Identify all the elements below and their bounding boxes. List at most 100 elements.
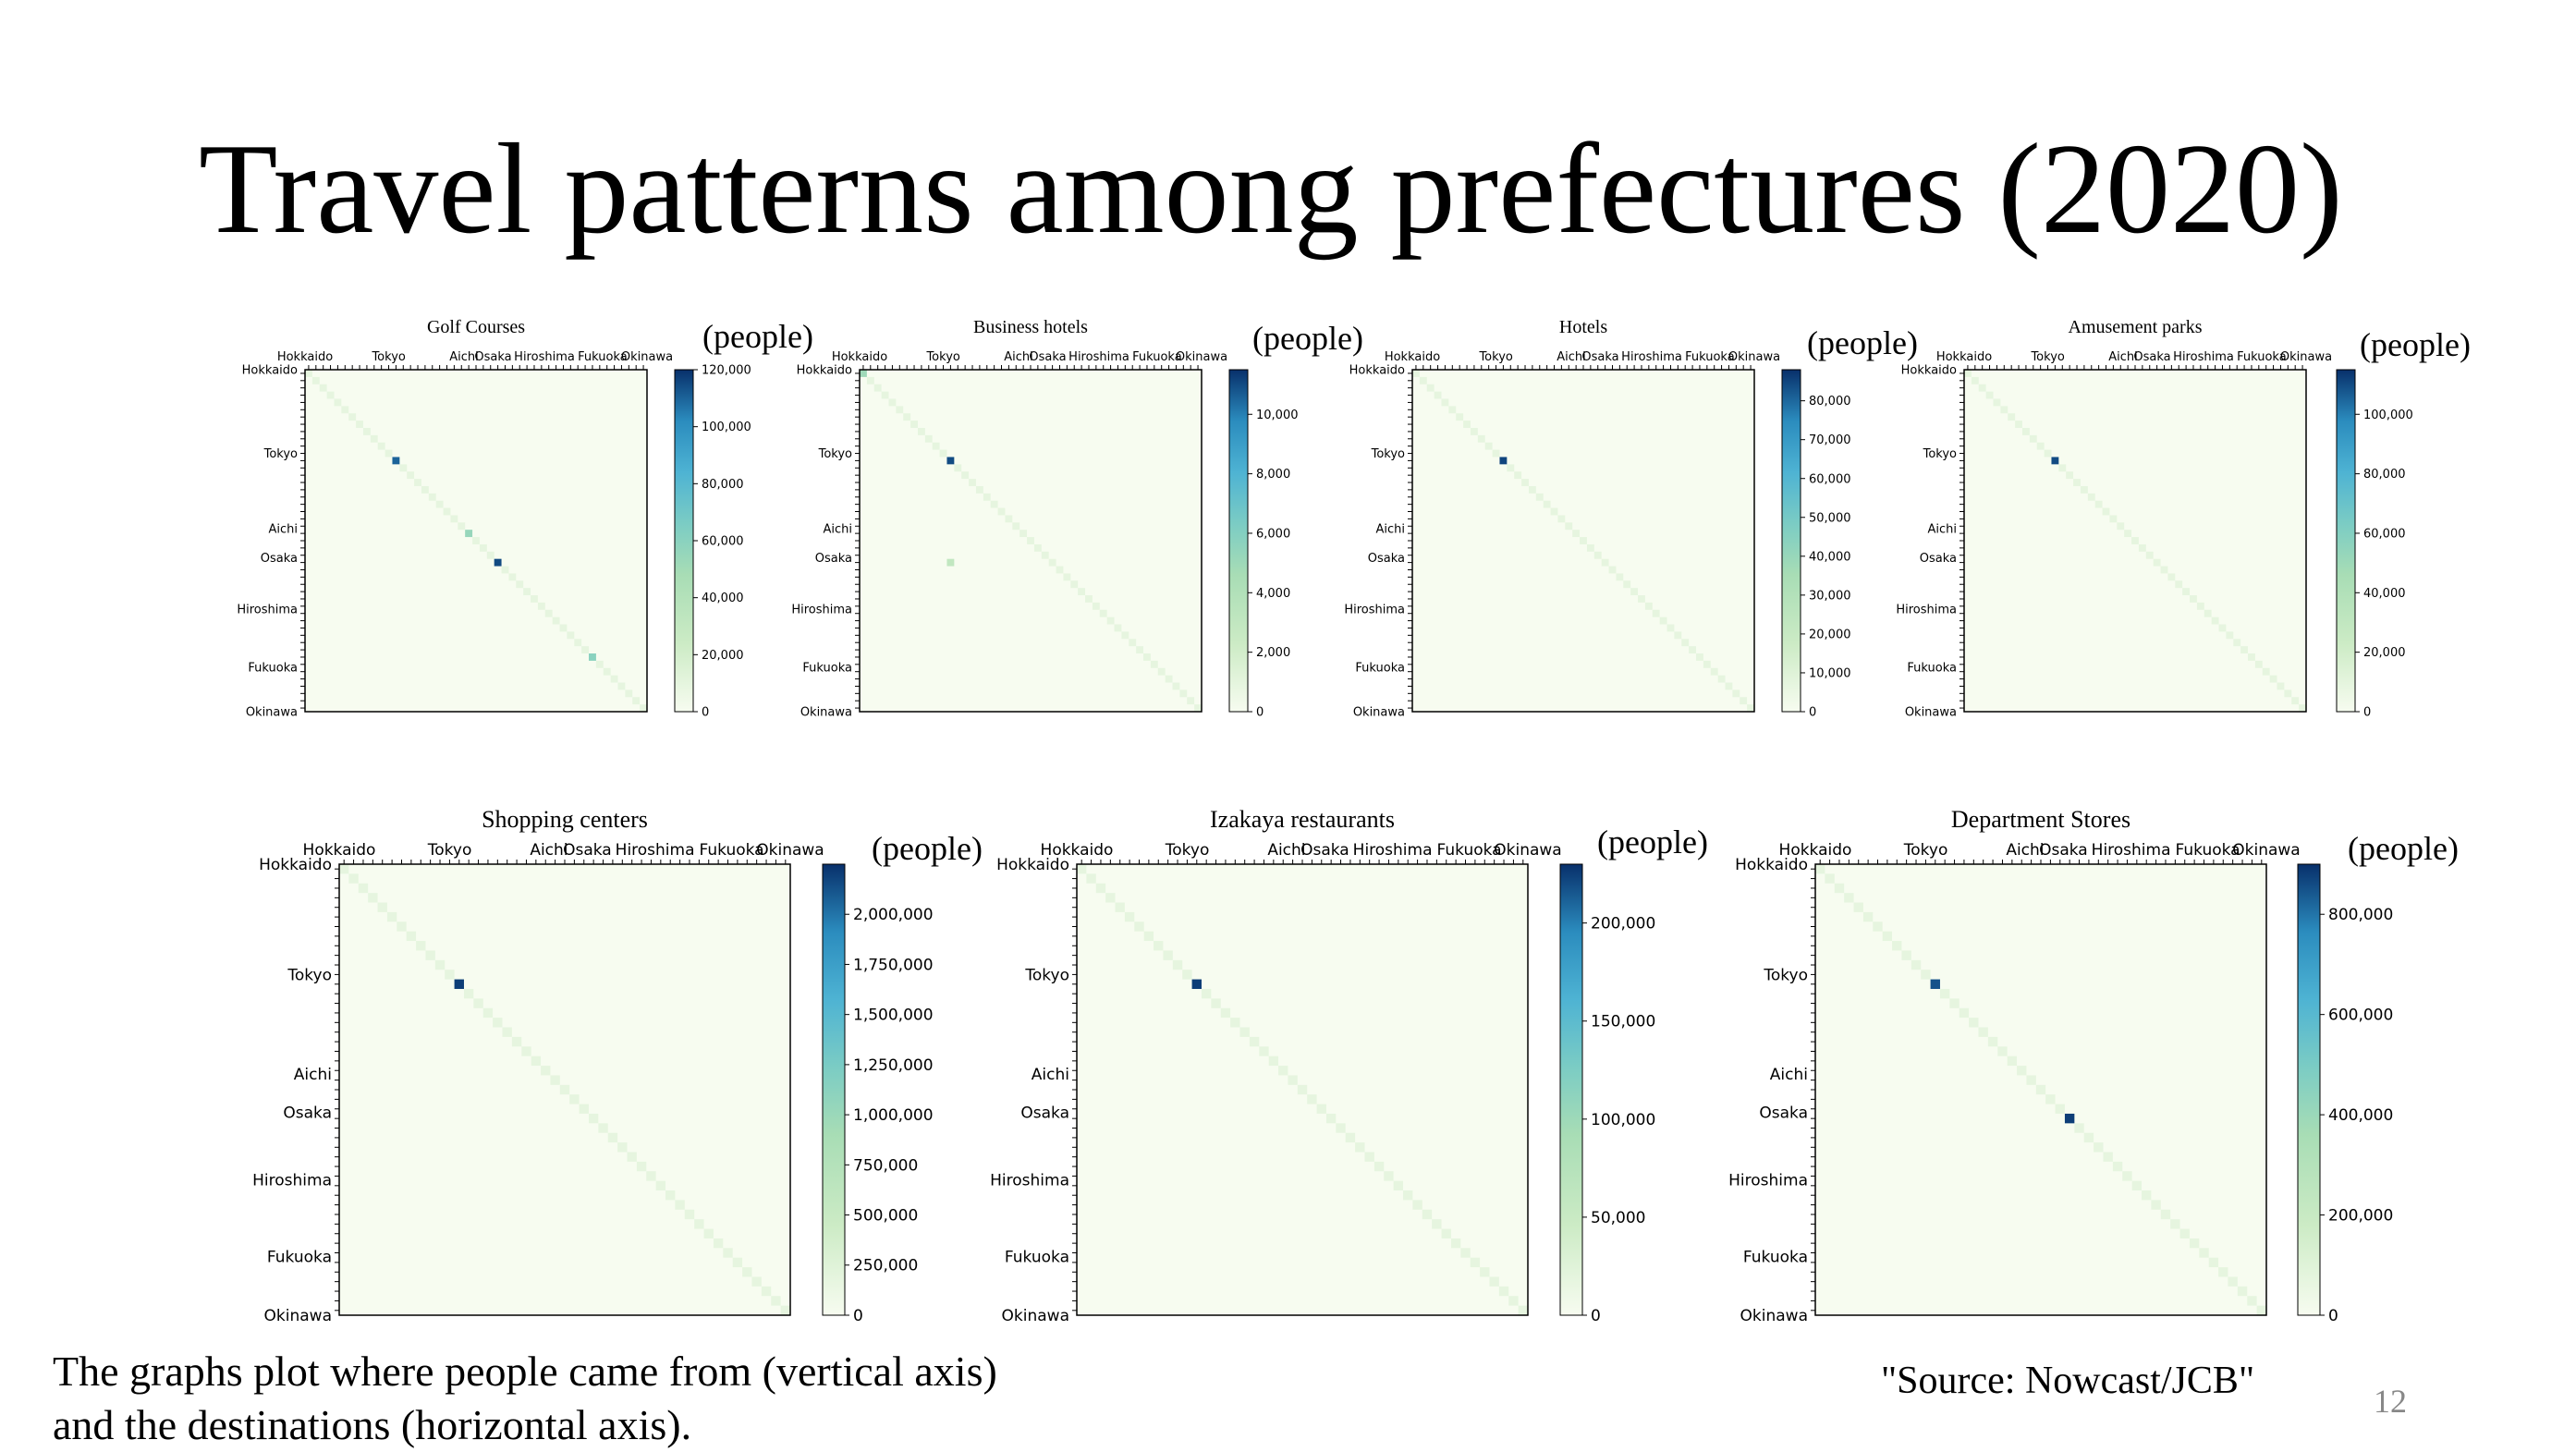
diagonal-cell xyxy=(1230,1018,1240,1028)
diagonal-cell xyxy=(425,950,435,960)
diagonal-cell xyxy=(771,1296,781,1306)
diagonal-cell xyxy=(2199,1248,2209,1258)
y-tick-label: Hiroshima xyxy=(1728,1172,1808,1190)
diagonal-cell xyxy=(1638,595,1645,603)
colorbar-tick-label: 200,000 xyxy=(2328,1207,2393,1226)
diagonal-cell xyxy=(2291,697,2300,705)
diagonal-cell xyxy=(2142,1190,2152,1201)
diagonal-cell xyxy=(2240,646,2249,654)
colorbar-tick-label: 10,000 xyxy=(1809,667,1851,681)
diagonal-cell xyxy=(537,602,545,610)
diagonal-cell xyxy=(1136,646,1144,654)
diagonal-cell xyxy=(1187,697,1195,705)
diagonal-cell xyxy=(1463,421,1471,428)
colorbar-tick-label: 20,000 xyxy=(702,649,744,663)
y-tick-label: Hiroshima xyxy=(1896,604,1957,617)
diagonal-cell xyxy=(1586,543,1594,552)
diagonal-cell xyxy=(2131,537,2139,544)
colorbar-unit-label: (people) xyxy=(1252,320,1363,357)
diagonal-cell xyxy=(1470,427,1478,435)
diagonal-cell xyxy=(1307,1094,1317,1104)
diagonal-cell xyxy=(370,434,378,443)
colorbar-tick-label: 100,000 xyxy=(2363,409,2413,422)
y-tick-label: Okinawa xyxy=(1353,706,1405,720)
colorbar-tick-label: 0 xyxy=(1256,706,1264,720)
diagonal-cell xyxy=(983,493,991,501)
colorbar-tick-label: 8,000 xyxy=(1256,468,1290,482)
diagonal-cell xyxy=(2277,682,2285,690)
diagonal-cell xyxy=(1732,689,1740,698)
heatmap-cell xyxy=(946,558,955,567)
diagonal-cell xyxy=(581,646,590,654)
diagonal-cell xyxy=(2122,1171,2132,1181)
diagonal-cell xyxy=(579,1104,589,1114)
diagonal-cell xyxy=(2044,449,2052,458)
colorbar-tick-label: 40,000 xyxy=(702,592,744,605)
y-tick-label: Hokkaido xyxy=(797,364,852,378)
diagonal-cell xyxy=(932,442,940,450)
diagonal-cell xyxy=(397,921,407,932)
colorbar-unit-label: (people) xyxy=(872,830,983,867)
diagonal-cell xyxy=(1403,1190,1413,1201)
diagonal-cell xyxy=(450,515,458,523)
diagonal-cell xyxy=(479,543,487,552)
diagonal-cell xyxy=(2182,588,2191,596)
diagonal-cell xyxy=(684,1209,695,1220)
diagonal-cell xyxy=(2008,413,2016,421)
diagonal-cell xyxy=(896,406,904,414)
diagonal-cell xyxy=(888,398,897,407)
diagonal-cell xyxy=(1535,493,1544,501)
diagonal-cell xyxy=(761,1286,772,1297)
footnote-line-1: The graphs plot where people came from (… xyxy=(53,1348,997,1395)
diagonal-cell xyxy=(511,1036,522,1047)
x-tick-label: Tokyo xyxy=(925,350,959,364)
y-tick-label: Aichi xyxy=(268,523,298,537)
diagonal-cell xyxy=(1489,1276,1499,1287)
diagonal-cell xyxy=(1725,682,1733,690)
y-tick-label: Okinawa xyxy=(1905,706,1957,720)
diagonal-cell xyxy=(1106,616,1115,625)
x-tick-label: Okinawa xyxy=(1494,841,1561,860)
diagonal-cell xyxy=(961,471,970,480)
diagonal-cell xyxy=(2228,1276,2238,1287)
diagonal-cell xyxy=(2131,1180,2143,1191)
y-tick-label: Hokkaido xyxy=(996,856,1069,874)
diagonal-cell xyxy=(2117,522,2125,531)
diagonal-cell xyxy=(1978,384,1986,392)
diagonal-cell xyxy=(2109,515,2118,523)
diagonal-cell xyxy=(881,391,889,399)
x-tick-label: Osaka xyxy=(1029,350,1066,364)
diagonal-cell xyxy=(2190,595,2197,603)
diagonal-cell xyxy=(1911,959,1922,970)
diagonal-cell xyxy=(1297,1084,1308,1095)
x-tick-label: Hiroshima xyxy=(2173,350,2234,364)
diagonal-cell xyxy=(1616,573,1624,581)
y-tick-label: Okinawa xyxy=(1740,1307,1808,1325)
x-tick-label: Fukuoka xyxy=(1132,350,1182,364)
heatmap-cell xyxy=(946,457,955,465)
x-tick-label: Aichi xyxy=(1267,841,1305,860)
diagonal-cell xyxy=(665,1190,676,1201)
heatmap-cell xyxy=(2064,1113,2075,1124)
diagonal-cell xyxy=(646,1171,656,1181)
diagonal-cell xyxy=(2189,1238,2200,1249)
diagonal-cell xyxy=(1041,551,1049,559)
x-tick-label: Fukuoka xyxy=(2237,350,2287,364)
diagonal-cell xyxy=(544,609,553,617)
colorbar-unit-label: (people) xyxy=(1807,324,1918,361)
diagonal-cell xyxy=(703,1228,714,1238)
diagonal-cell xyxy=(1005,515,1013,523)
colorbar-tick-label: 6,000 xyxy=(1256,528,1290,542)
diagonal-cell xyxy=(1239,1027,1250,1037)
x-tick-label: Tokyo xyxy=(427,841,472,860)
footnote-line-2: and the destinations (horizontal axis). xyxy=(53,1401,692,1448)
x-tick-label: Okinawa xyxy=(2232,841,2300,860)
x-tick-label: Fukuoka xyxy=(578,350,628,364)
diagonal-cell xyxy=(1477,434,1485,443)
colorbar-tick-label: 80,000 xyxy=(702,478,744,492)
diagonal-cell xyxy=(1364,1152,1374,1162)
diagonal-cell xyxy=(1572,530,1581,538)
